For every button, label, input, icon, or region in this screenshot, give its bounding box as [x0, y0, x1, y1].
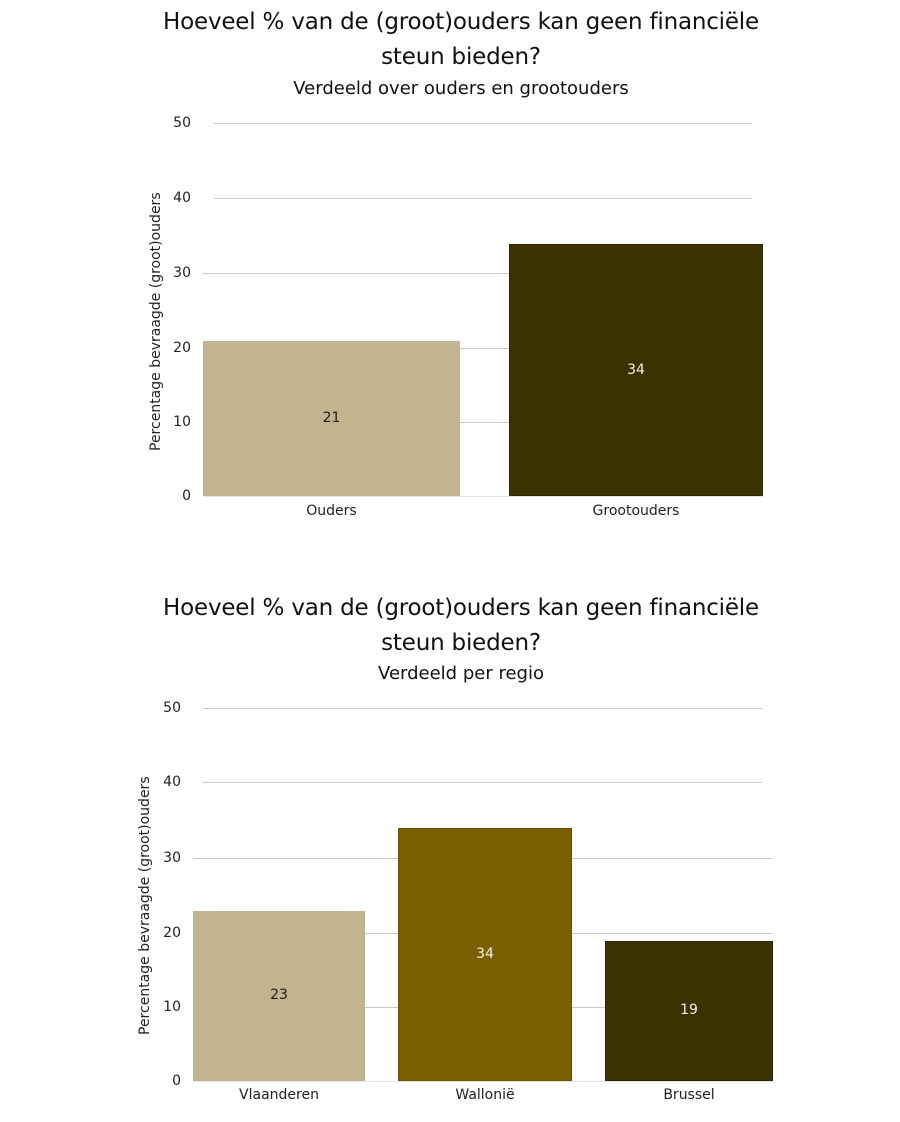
gridline-50: [214, 123, 752, 124]
x-category-ouders: Ouders: [306, 503, 357, 519]
chart-title-line-2: steun bieden?: [381, 630, 541, 656]
gridline-20: [203, 348, 752, 349]
gridline-20: [193, 933, 773, 934]
bar-brussel: 19: [605, 941, 773, 1081]
gridline-40: [214, 198, 752, 199]
chart-title-line-1: Hoeveel % van de (groot)ouders kan geen …: [163, 595, 759, 621]
y-axis-label: Percentage bevraagde (groot)ouders: [148, 192, 164, 451]
y-tick-20: 20: [163, 925, 181, 941]
y-tick-0: 0: [182, 488, 191, 504]
y-tick-10: 10: [163, 999, 181, 1015]
y-tick-0: 0: [172, 1073, 181, 1089]
gridline-30: [203, 273, 752, 274]
x-category-brussel: Brussel: [663, 1087, 715, 1103]
bar-value-label: 34: [476, 946, 494, 962]
chart-ouders-grootouders: Hoeveel % van de (groot)ouders kan geen …: [0, 0, 900, 540]
chart-title-line-1: Hoeveel % van de (groot)ouders kan geen …: [163, 9, 759, 35]
y-tick-40: 40: [173, 190, 191, 206]
y-tick-40: 40: [163, 774, 181, 790]
bar-value-label: 19: [680, 1002, 698, 1018]
bar-value-label: 21: [322, 410, 341, 426]
chart-title-line-2: steun bieden?: [381, 44, 541, 70]
y-tick-20: 20: [173, 340, 191, 356]
gridline-50: [203, 708, 762, 709]
y-tick-30: 30: [173, 265, 191, 281]
bar-value-label: 23: [270, 987, 288, 1003]
bar-vlaanderen: 23: [193, 911, 365, 1081]
gridline-40: [203, 782, 762, 783]
x-category-wallonie: Wallonië: [455, 1087, 515, 1103]
y-tick-50: 50: [163, 700, 181, 716]
bar-value-label: 34: [627, 362, 645, 378]
y-axis-label: Percentage bevraagde (groot)ouders: [137, 776, 153, 1035]
bar-ouders: 21: [203, 341, 460, 496]
gridline-30: [193, 858, 773, 859]
gridline-10: [193, 1007, 773, 1008]
x-axis-baseline: [193, 1081, 773, 1082]
y-tick-50: 50: [173, 115, 191, 131]
chart-subtitle: Verdeeld per regio: [378, 663, 544, 684]
chart-title: Hoeveel % van de (groot)ouders kan geen …: [0, 7, 900, 72]
bar-wallonie: 34: [398, 828, 572, 1081]
x-category-grootouders: Grootouders: [592, 503, 680, 519]
x-axis-baseline: [203, 496, 763, 497]
chart-subtitle: Verdeeld over ouders en grootouders: [293, 78, 629, 99]
y-tick-30: 30: [163, 850, 181, 866]
x-category-vlaanderen: Vlaanderen: [239, 1087, 319, 1103]
bar-grootouders: 34: [509, 244, 763, 496]
y-tick-10: 10: [173, 414, 191, 430]
chart-title: Hoeveel % van de (groot)ouders kan geen …: [0, 593, 900, 658]
gridline-10: [203, 422, 752, 423]
